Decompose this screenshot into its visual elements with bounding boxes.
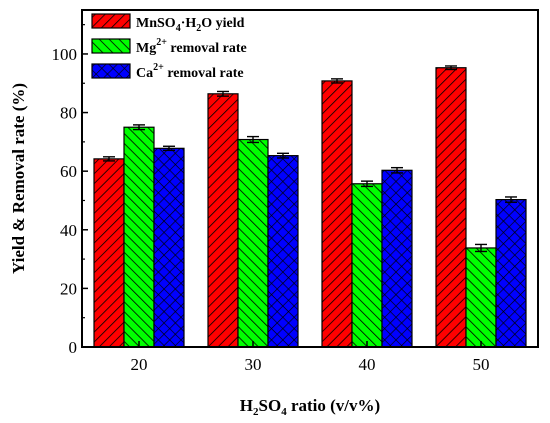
legend-label-2: Ca2+ removal rate bbox=[136, 62, 244, 81]
x-axis-title-tail: ratio (v/v%) bbox=[287, 396, 380, 415]
y-axis-ticks: 0 20 40 60 80 100 bbox=[52, 24, 88, 357]
legend-swatch-2 bbox=[91, 63, 131, 79]
bar-20-series-2 bbox=[153, 147, 185, 348]
x-tick-label: 20 bbox=[131, 355, 148, 374]
x-axis-title: H2SO4 ratio (v/v%) bbox=[240, 396, 380, 418]
x-axis-title-so: SO bbox=[259, 396, 282, 415]
bar-20-series-0 bbox=[93, 158, 125, 348]
y-tick-label: 60 bbox=[60, 162, 77, 181]
error-bar-group bbox=[103, 65, 517, 253]
legend-label-1: Mg2+ removal rate bbox=[136, 37, 247, 56]
plot-frame bbox=[81, 9, 539, 348]
x-tick-label: 30 bbox=[245, 355, 262, 374]
bar-20-series-1 bbox=[123, 126, 155, 348]
bar-30-series-2 bbox=[267, 155, 299, 348]
bar-50-series-0 bbox=[435, 67, 467, 348]
y-tick-label: 0 bbox=[69, 338, 78, 357]
x-tick-label: 40 bbox=[359, 355, 376, 374]
x-axis-ticks: 20 30 40 50 bbox=[131, 341, 490, 374]
y-tick-label: 80 bbox=[60, 104, 77, 123]
bar-group bbox=[93, 67, 527, 348]
y-axis-title: Yield & Removal rate (%) bbox=[9, 83, 28, 274]
y-tick-label: 20 bbox=[60, 279, 77, 298]
legend-label-0: MnSO4·H2O yield bbox=[136, 16, 245, 34]
bar-30-series-1 bbox=[237, 138, 269, 348]
bar-50-series-1 bbox=[465, 247, 497, 348]
x-axis-title-sub2: 4 bbox=[281, 406, 287, 418]
legend-swatch-0 bbox=[91, 13, 131, 29]
legend: MnSO4·H2O yield Mg2+ removal rate Ca2+ rem… bbox=[91, 13, 247, 81]
bar-30-series-0 bbox=[207, 93, 239, 348]
bar-40-series-0 bbox=[321, 80, 353, 348]
x-tick-label: 50 bbox=[473, 355, 490, 374]
x-axis-title-sub: 2 bbox=[253, 406, 259, 418]
legend-swatch-1 bbox=[91, 38, 131, 54]
bar-40-series-1 bbox=[351, 183, 383, 348]
y-tick-label: 40 bbox=[60, 221, 77, 240]
bar-50-series-2 bbox=[495, 198, 527, 348]
bar-40-series-2 bbox=[381, 169, 413, 348]
x-axis-title-h: H bbox=[240, 396, 253, 415]
y-tick-label: 100 bbox=[52, 45, 78, 64]
